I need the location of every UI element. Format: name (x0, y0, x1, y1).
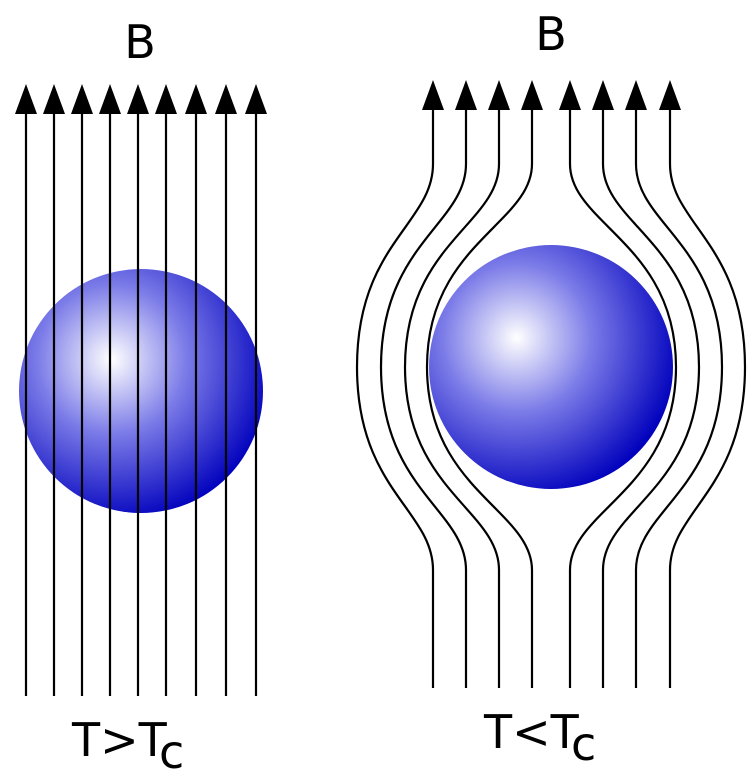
field-arrow-bent-7 (625, 80, 647, 110)
field-arrow-5 (127, 84, 149, 114)
field-line-bent-6 (601, 108, 701, 688)
field-arrow-2 (43, 84, 65, 114)
field-arrow-6 (155, 84, 177, 114)
field-lines-expelled (355, 80, 747, 688)
field-line-bent-7 (634, 108, 724, 688)
field-line-bent-3 (403, 108, 501, 688)
temperature-label-left-sub: c (159, 725, 184, 770)
field-arrow-4 (99, 84, 121, 114)
field-line-bent-4 (425, 108, 534, 688)
sphere-normal (19, 269, 263, 513)
sphere-superconducting (429, 245, 673, 489)
field-arrow-bent-6 (592, 80, 614, 110)
field-arrow-8 (215, 84, 237, 114)
field-label-right: B (535, 7, 567, 61)
field-arrow-bent-5 (559, 80, 581, 110)
field-arrow-bent-8 (659, 80, 681, 110)
temperature-label-right-main: T<T (483, 705, 580, 759)
temperature-label-right: T<Tc (483, 705, 596, 770)
field-arrow-bent-2 (455, 80, 477, 110)
field-arrow-bent-3 (488, 80, 510, 110)
field-arrow-3 (71, 84, 93, 114)
field-line-bent-8 (668, 108, 747, 688)
panel-superconducting-state: B T<Tc (355, 7, 747, 770)
field-arrow-bent-1 (422, 80, 444, 110)
field-arrow-1 (15, 84, 37, 114)
field-arrow-9 (245, 84, 267, 114)
field-arrow-7 (185, 84, 207, 114)
field-line-bent-1 (355, 108, 435, 688)
field-line-bent-5 (568, 108, 678, 688)
panel-normal-state: B T>Tc (15, 15, 267, 770)
temperature-label-right-sub: c (571, 717, 596, 770)
temperature-label-left: T>Tc (71, 713, 184, 770)
field-label-left: B (124, 15, 156, 69)
field-arrow-bent-4 (521, 80, 543, 110)
field-lines-straight (15, 84, 267, 696)
temperature-label-left-main: T>T (71, 713, 168, 767)
field-line-bent-2 (379, 108, 468, 688)
